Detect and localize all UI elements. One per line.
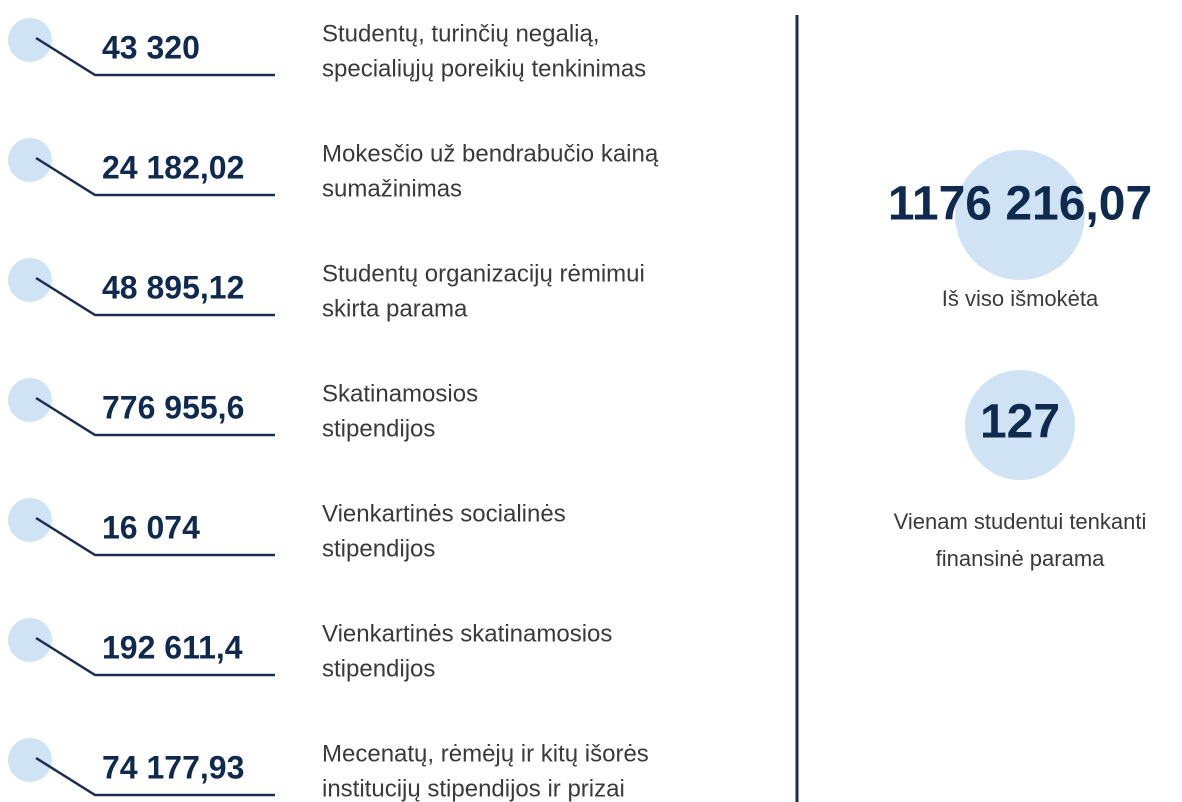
bullet-circle <box>8 378 52 422</box>
summary-label: Iš viso išmokėta <box>942 286 1099 311</box>
item-label: Vienkartinės skatinamosios <box>322 620 612 647</box>
summary-circle <box>955 150 1085 280</box>
item-label: Studentų, turinčių negalią, <box>322 20 600 47</box>
item-label: Skatinamosios <box>322 380 478 407</box>
item-label: specialiųjų poreikių tenkinimas <box>322 55 646 82</box>
underline <box>35 36 275 77</box>
item-value: 43 320 <box>102 29 200 65</box>
bullet-circle <box>8 498 52 542</box>
item-label: institucijų stipendijos ir prizai <box>322 775 625 802</box>
underline <box>35 516 275 557</box>
item-value: 776 955,6 <box>102 389 244 425</box>
summary-label: finansinė parama <box>936 546 1106 571</box>
item-value: 74 177,93 <box>102 749 244 785</box>
bullet-circle <box>8 738 52 782</box>
item-label: Mecenatų, rėmėjų ir kitų išorės <box>322 740 649 767</box>
item-label: sumažinimas <box>322 175 462 202</box>
summary-value: 127 <box>980 396 1060 449</box>
item-value: 48 895,12 <box>102 269 244 305</box>
underline <box>35 396 275 437</box>
summary-value: 1176 216,07 <box>888 178 1152 231</box>
item-label: stipendijos <box>322 535 435 562</box>
item-label: Mokesčio už bendrabučio kainą <box>322 140 659 167</box>
item-value: 16 074 <box>102 509 200 545</box>
bullet-circle <box>8 258 52 302</box>
bullet-circle <box>8 138 52 182</box>
underline <box>35 756 275 797</box>
item-label: Vienkartinės socialinės <box>322 500 566 527</box>
item-label: stipendijos <box>322 655 435 682</box>
underline <box>35 156 275 197</box>
item-value: 192 611,4 <box>102 629 243 665</box>
underline <box>35 636 275 677</box>
item-label: stipendijos <box>322 415 435 442</box>
item-label: Studentų organizacijų rėmimui <box>322 260 645 287</box>
item-value: 24 182,02 <box>102 149 244 185</box>
bullet-circle <box>8 18 52 62</box>
item-label: skirta parama <box>322 295 468 322</box>
underline <box>35 276 275 317</box>
summary-label: Vienam studentui tenkanti <box>894 509 1147 534</box>
summary-circle <box>965 370 1075 480</box>
bullet-circle <box>8 618 52 662</box>
